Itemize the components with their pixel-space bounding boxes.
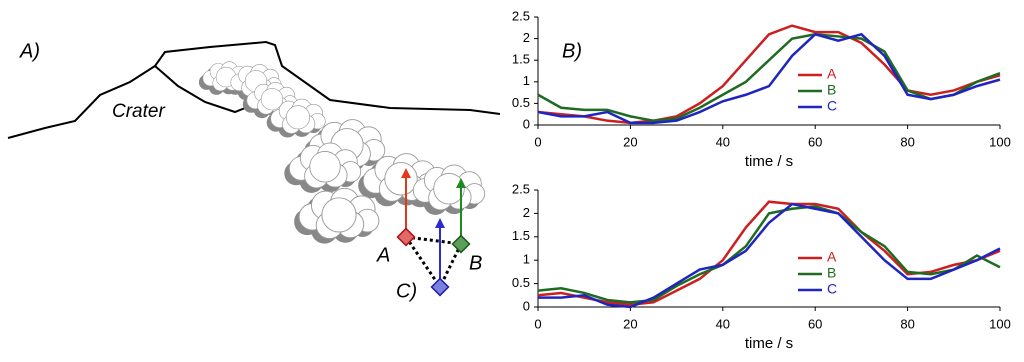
- y-tick-label: 2.5: [512, 181, 530, 196]
- y-tick-label: 2.5: [512, 8, 530, 23]
- sensor-a: [396, 227, 416, 247]
- y-tick-label: 2: [523, 30, 530, 45]
- panel-label: C): [396, 280, 417, 302]
- legend-label: A: [827, 249, 837, 265]
- y-tick-label: 0: [523, 116, 530, 131]
- x-tick-label: 40: [716, 316, 730, 331]
- y-tick-label: 1.5: [512, 228, 530, 243]
- legend-label: B: [827, 265, 836, 281]
- y-tick-label: 1.5: [512, 52, 530, 67]
- panel-label: A): [19, 40, 40, 62]
- y-tick-label: 0: [523, 298, 530, 313]
- x-tick-label: 20: [623, 316, 637, 331]
- point-label: B: [469, 252, 482, 274]
- y-tick-label: 0.5: [512, 95, 530, 110]
- x-tick-label: 0: [534, 316, 541, 331]
- x-tick-label: 0: [534, 134, 541, 149]
- x-tick-label: 80: [900, 134, 914, 149]
- data-line: [538, 202, 1001, 309]
- wind-arrows: [401, 168, 466, 287]
- diagram: A) Crater A B C) B): [7, 40, 582, 302]
- crater-rim: [154, 65, 246, 114]
- data-line: [537, 200, 1001, 306]
- legend-label: C: [827, 98, 837, 114]
- data-line: [537, 24, 1001, 125]
- x-tick-label: 100: [989, 316, 1011, 331]
- legend-label: C: [827, 281, 837, 297]
- panel-label: B): [562, 40, 582, 62]
- data-line: [537, 32, 1001, 125]
- y-tick-label: 0.5: [512, 275, 530, 290]
- x-tick-label: 60: [808, 134, 822, 149]
- sensor-b: [451, 234, 471, 254]
- plume: [198, 61, 486, 244]
- legend-label: B: [827, 82, 836, 98]
- x-tick-label: 40: [716, 134, 730, 149]
- sensor-links: [404, 235, 463, 288]
- y-tick-label: 1: [523, 252, 530, 267]
- legend-label: A: [827, 66, 837, 82]
- data-line: [537, 33, 1001, 122]
- sensor-c: [430, 277, 450, 297]
- point-label: A: [376, 244, 390, 266]
- x-axis-label: time / s: [745, 153, 793, 170]
- x-axis-label: time / s: [745, 335, 793, 352]
- y-tick-label: 2: [523, 205, 530, 220]
- crater-outline: [7, 40, 501, 139]
- x-tick-label: 100: [989, 134, 1011, 149]
- x-tick-label: 80: [900, 316, 914, 331]
- x-tick-label: 60: [808, 316, 822, 331]
- x-tick-label: 20: [623, 134, 637, 149]
- data-line: [537, 205, 1001, 304]
- y-tick-label: 1: [523, 73, 530, 88]
- crater-label: Crater: [112, 101, 165, 122]
